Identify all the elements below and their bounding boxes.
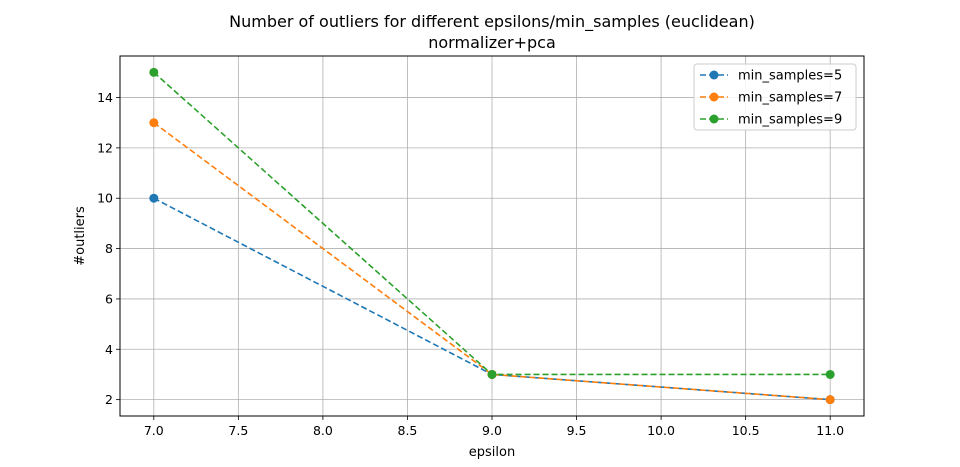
data-point-1 [149,193,159,203]
legend: min_samples=5 min_samples=7 min_samples=9 [693,63,857,131]
x-axis-label: epsilon [469,445,515,460]
x-tick-label: 9.5 [567,423,587,438]
data-point-3 [825,369,835,379]
y-tick-label: 14 [97,90,113,105]
legend-label-2: min_samples=7 [738,91,842,106]
x-tick-label: 8.5 [398,423,418,438]
y-tick-label: 8 [105,241,113,256]
y-tick-label: 10 [97,191,113,206]
chart-subtitle: normalizer+pca [428,33,556,52]
data-point-3 [487,369,497,379]
x-tick-label: 10.5 [732,423,760,438]
legend-marker-1 [709,70,719,80]
chart-title: Number of outliers for different epsilon… [229,12,755,32]
legend-marker-2 [709,92,719,102]
x-tick-label: 10.0 [647,423,675,438]
data-point-2 [825,395,835,405]
x-tick-label: 7.5 [228,423,248,438]
legend-marker-3 [709,114,719,124]
y-tick-label: 2 [105,392,113,407]
y-axis-label: #outliers [73,206,88,266]
legend-box [693,63,857,131]
legend-label-3: min_samples=9 [738,113,842,128]
x-tick-label: 11.0 [816,423,844,438]
y-tick-label: 6 [105,291,113,306]
x-tick-label: 8.0 [313,423,333,438]
plot-frame [119,55,865,417]
data-point-2 [149,118,159,128]
legend-label-1: min_samples=5 [738,69,842,84]
series-line-2 [153,122,831,401]
axis-ticks: 7.0 7.5 8.0 8.5 9.0 9.5 10.0 10.5 11.0 2 4 6 8 10 12 14 [97,90,844,438]
series-group [149,67,835,405]
x-tick-label: 9.0 [482,423,502,438]
grid [120,56,864,416]
data-point-3 [149,67,159,77]
y-tick-label: 12 [97,140,113,155]
x-tick-label: 7.0 [144,423,164,438]
y-tick-label: 4 [105,342,113,357]
